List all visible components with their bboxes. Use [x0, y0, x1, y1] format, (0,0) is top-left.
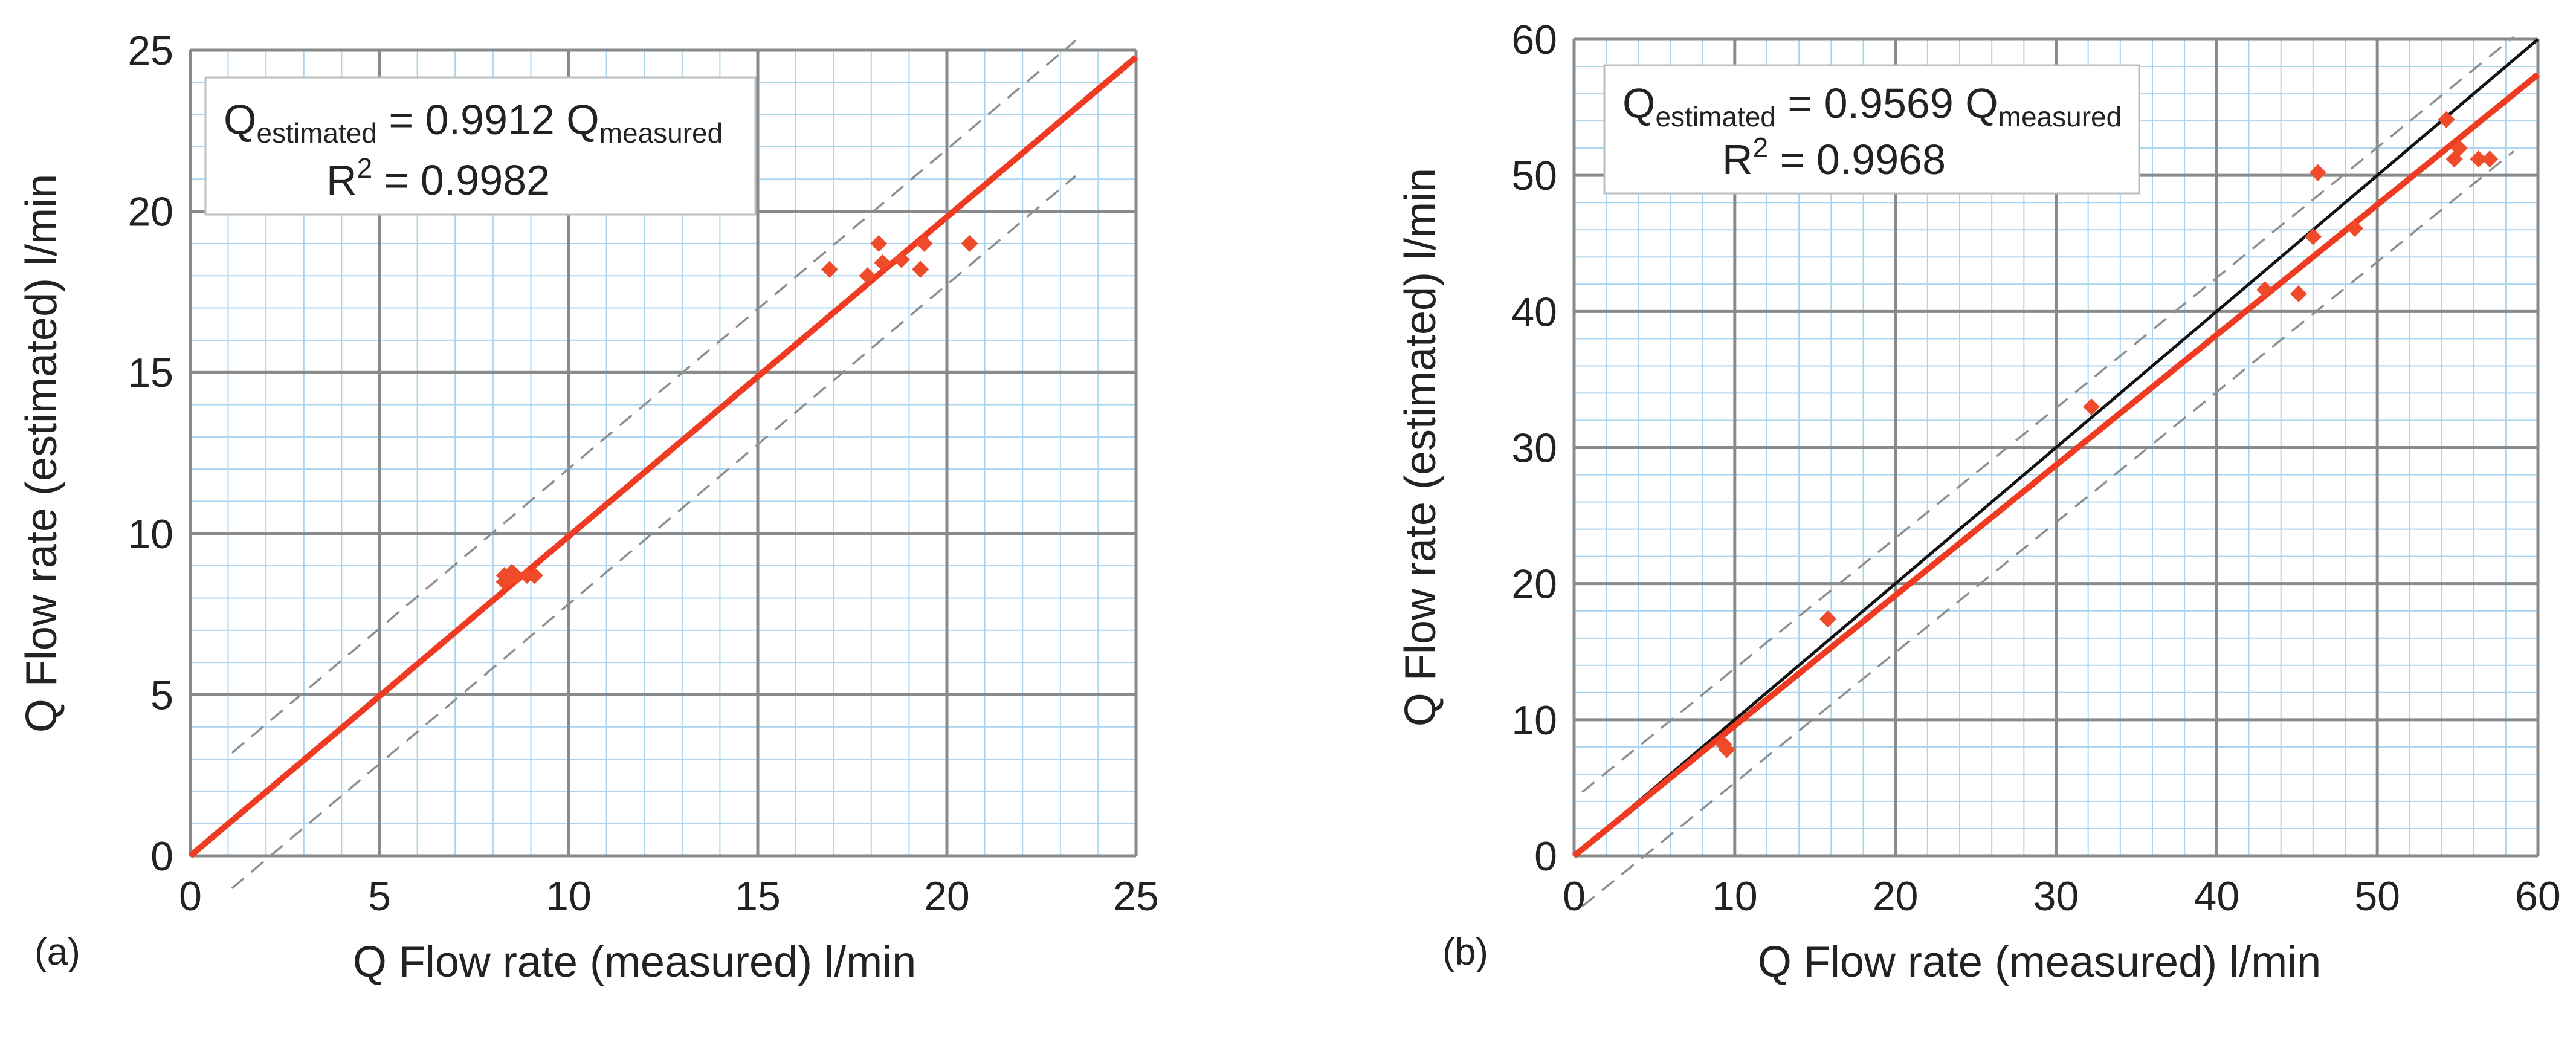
r-squared-value: = 0.9982 [372, 157, 550, 204]
data-point [2256, 281, 2274, 299]
x-tick-label: 0 [179, 873, 202, 919]
y-tick-label: 30 [1511, 425, 1557, 471]
eq-sub-estimated: estimated [256, 117, 376, 149]
x-axis-title: Q Flow rate (measured) l/min [1758, 938, 2321, 986]
fit-line [188, 54, 1138, 858]
r-symbol: R [1722, 136, 1753, 183]
eq-sub-estimated: estimated [1655, 101, 1775, 132]
y-tick-label: 20 [128, 189, 173, 235]
y-tick-label: 25 [128, 28, 173, 74]
data-point [893, 251, 910, 268]
y-tick-label: 0 [150, 833, 173, 879]
x-tick-label: 50 [2354, 873, 2400, 919]
r-superscript: 2 [1753, 132, 1769, 163]
eq-coefficient: = 0.9912 Q [377, 96, 599, 143]
data-point [2309, 164, 2326, 181]
r-squared: R2 = 0.9968 [1722, 132, 1946, 183]
panel-label: (b) [1442, 931, 1488, 973]
data-point [2082, 398, 2100, 415]
x-tick-label: 10 [1712, 873, 1758, 919]
equation-box [204, 76, 757, 216]
y-axis-title: Q Flow rate (estimated) l/min [1396, 168, 1445, 726]
data-point [2470, 150, 2487, 168]
x-tick-label: 40 [2194, 873, 2240, 919]
data-point [821, 260, 838, 278]
upper-band-line [1581, 36, 2515, 794]
data-point [874, 254, 891, 271]
data-point [915, 235, 933, 252]
lower-band-line [1581, 150, 2515, 908]
eq-q: Q [1622, 80, 1655, 127]
r-superscript: 2 [357, 152, 373, 184]
r-squared-value: = 0.9968 [1768, 136, 1946, 183]
x-tick-label: 5 [368, 873, 391, 919]
upper-band-line [231, 39, 1076, 754]
y-tick-label: 10 [128, 511, 173, 557]
identity-line [1573, 38, 2539, 857]
data-point [1718, 741, 1735, 759]
x-tick-label: 10 [546, 873, 592, 919]
x-tick-label: 25 [1113, 873, 1159, 919]
x-axis-title: Q Flow rate (measured) l/min [353, 938, 916, 986]
data-point [1819, 610, 1837, 628]
y-tick-label: 50 [1511, 153, 1557, 199]
y-tick-label: 15 [128, 350, 173, 396]
eq-coefficient: = 0.9569 Q [1776, 80, 1998, 127]
x-tick-label: 60 [2515, 873, 2561, 919]
data-point [2450, 140, 2468, 157]
x-tick-label: 0 [1563, 873, 1586, 919]
y-tick-label: 5 [150, 672, 173, 718]
lower-band-line [231, 175, 1076, 890]
panel-label: (a) [34, 931, 80, 973]
eq-sub-measured: measured [599, 117, 723, 149]
r-symbol: R [326, 157, 357, 204]
y-axis-title: Q Flow rate (estimated) l/min [18, 174, 66, 733]
eq-sub-measured: measured [1998, 101, 2122, 132]
y-tick-label: 60 [1511, 17, 1557, 63]
fit-line [1572, 72, 2540, 858]
y-tick-label: 20 [1511, 561, 1557, 607]
y-tick-label: 40 [1511, 289, 1557, 335]
data-point [2346, 219, 2363, 237]
y-tick-label: 0 [1534, 833, 1557, 879]
regression-equation: Qestimated = 0.9912 Qmeasured [224, 96, 723, 149]
data-point [2438, 111, 2455, 128]
data-point [870, 235, 888, 252]
equation-box [1603, 64, 2140, 195]
regression-equation: Qestimated = 0.9569 Qmeasured [1622, 80, 2122, 132]
eq-q: Q [224, 96, 256, 143]
data-point [2290, 285, 2307, 303]
data-point [961, 235, 978, 252]
x-tick-label: 20 [1873, 873, 1919, 919]
data-point [859, 267, 876, 285]
y-tick-label: 10 [1511, 697, 1557, 743]
x-tick-label: 30 [2033, 873, 2079, 919]
data-point [2481, 150, 2499, 168]
r-squared: R2 = 0.9982 [326, 152, 550, 204]
data-point [526, 567, 543, 584]
data-point [912, 260, 929, 278]
x-tick-label: 20 [924, 873, 970, 919]
x-tick-label: 15 [735, 873, 781, 919]
data-point [507, 567, 525, 584]
data-point [2304, 228, 2322, 245]
